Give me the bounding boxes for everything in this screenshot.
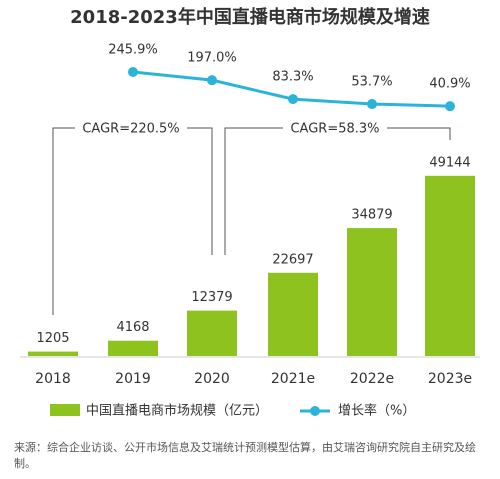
bar xyxy=(187,310,237,356)
data-label: 1205 xyxy=(36,331,69,346)
bar xyxy=(347,228,397,356)
point xyxy=(445,101,455,112)
data-label: 245.9% xyxy=(108,43,158,58)
data-label: 83.3% xyxy=(272,70,313,85)
point xyxy=(207,75,217,86)
x-tick-label: 2021e xyxy=(271,371,315,387)
legend-label: 中国直播电商市场规模（亿元） xyxy=(86,403,268,419)
x-tick-label: 2020 xyxy=(194,371,230,387)
data-label: 4168 xyxy=(116,320,149,335)
source-note: 来源：综合企业访谈、公开市场信息及艾瑞统计预测模型估算，由艾瑞咨询研究院自主研究… xyxy=(14,441,476,470)
chart: 2018-2023年中国直播电商市场规模及增速 CAGR=220.5% CAGR… xyxy=(20,6,480,419)
bracket xyxy=(52,127,213,315)
data-label: 53.7% xyxy=(351,75,392,90)
annotation: CAGR=58.3% xyxy=(290,122,379,137)
x-tick-label: 2022e xyxy=(350,371,394,387)
data-label: 197.0% xyxy=(187,51,237,66)
point xyxy=(367,99,377,110)
bar xyxy=(28,351,78,356)
bar xyxy=(108,340,158,356)
x-tick-label: 2023e xyxy=(428,371,472,387)
bracket xyxy=(224,127,451,255)
legend-swatch xyxy=(50,404,80,416)
data-label: 22697 xyxy=(272,252,313,267)
legend-label: 增长率（%） xyxy=(338,403,415,419)
annotation: CAGR=220.5% xyxy=(82,122,179,137)
x-tick-label: 2019 xyxy=(115,371,151,387)
data-label: 40.9% xyxy=(429,77,470,92)
legend-swatch xyxy=(310,406,320,416)
label-bg xyxy=(283,119,387,137)
data-label: 34879 xyxy=(351,208,392,223)
label-bg xyxy=(75,119,187,137)
x-tick-label: 2018 xyxy=(35,371,71,387)
bar xyxy=(425,175,475,356)
point xyxy=(288,94,298,105)
point xyxy=(128,67,138,78)
data-label: 12379 xyxy=(191,290,232,305)
bar xyxy=(268,272,318,356)
data-label: 49144 xyxy=(429,155,470,170)
chart-title: 2018-2023年中国直播电商市场规模及增速 xyxy=(70,6,430,28)
